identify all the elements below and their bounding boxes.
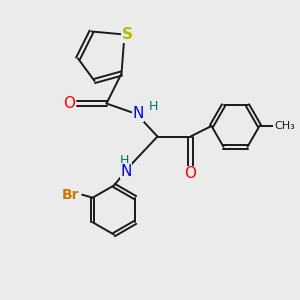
Text: Br: Br [61, 188, 79, 202]
Text: N: N [120, 164, 132, 178]
Text: O: O [184, 167, 196, 182]
Text: S: S [122, 27, 133, 42]
Text: H: H [120, 154, 129, 167]
Text: H: H [148, 100, 158, 113]
Text: CH₃: CH₃ [274, 121, 295, 131]
Text: O: O [63, 96, 75, 111]
Text: N: N [132, 106, 144, 122]
